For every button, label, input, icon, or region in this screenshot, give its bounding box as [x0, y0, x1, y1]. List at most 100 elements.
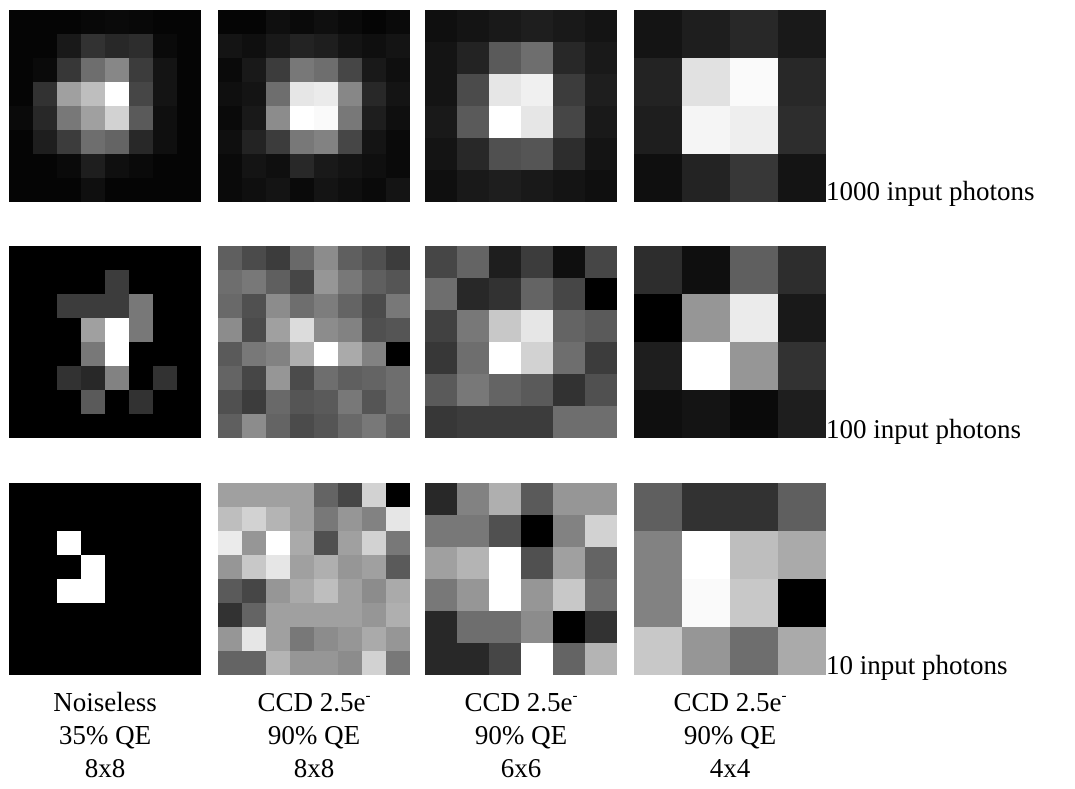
pixel-cell — [314, 154, 338, 178]
pixel-cell — [521, 547, 553, 579]
pixel-cell — [457, 246, 489, 278]
pixel-cell — [386, 651, 410, 675]
image-tile-100-ccd-6x6 — [425, 246, 617, 438]
pixel-cell — [9, 390, 33, 414]
pixel-cell — [266, 154, 290, 178]
pixel-cell — [218, 483, 242, 507]
pixel-cell — [521, 579, 553, 611]
pixel-cell — [585, 342, 617, 374]
pixel-cell — [218, 579, 242, 603]
column-label-qe: 90% QE — [474, 720, 568, 750]
pixel-cell — [33, 414, 57, 438]
pixel-cell — [457, 278, 489, 310]
pixel-cell — [425, 106, 457, 138]
pixel-cell — [33, 483, 57, 507]
pixel-cell — [33, 178, 57, 202]
pixel-cell — [425, 42, 457, 74]
pixel-cell — [457, 547, 489, 579]
pixel-cell — [57, 342, 81, 366]
pixel-cell — [682, 106, 730, 154]
pixel-cell — [105, 82, 129, 106]
pixel-cell — [457, 342, 489, 374]
pixel-cell — [553, 278, 585, 310]
pixel-cell — [57, 82, 81, 106]
pixel-cell — [290, 106, 314, 130]
pixel-cell — [585, 74, 617, 106]
pixel-cell — [290, 178, 314, 202]
pixel-cell — [57, 10, 81, 34]
pixel-cell — [57, 651, 81, 675]
pixel-cell — [425, 579, 457, 611]
pixel-cell — [362, 366, 386, 390]
pixel-cell — [553, 106, 585, 138]
pixel-cell — [457, 611, 489, 643]
pixel-cell — [585, 10, 617, 42]
pixel-cell — [129, 627, 153, 651]
column-label-grid: 8x8 — [84, 753, 126, 783]
pixel-cell — [425, 342, 457, 374]
pixel-cell — [585, 611, 617, 643]
pixel-cell — [778, 531, 826, 579]
pixel-cell — [553, 643, 585, 675]
pixel-cell — [425, 406, 457, 438]
pixel-cell — [553, 547, 585, 579]
pixel-cell — [266, 130, 290, 154]
pixel-cell — [242, 342, 266, 366]
pixel-cell — [242, 390, 266, 414]
pixel-cell — [9, 531, 33, 555]
pixel-cell — [153, 10, 177, 34]
pixel-cell — [362, 555, 386, 579]
column-label-ccd-6x6: CCD 2.5e- 90% QE 6x6 — [411, 686, 631, 785]
pixel-cell — [457, 374, 489, 406]
pixel-cell — [9, 579, 33, 603]
pixel-cell — [730, 10, 778, 58]
pixel-cell — [57, 366, 81, 390]
pixel-cell — [457, 310, 489, 342]
pixel-cell — [129, 246, 153, 270]
pixel-cell — [290, 651, 314, 675]
pixel-cell — [81, 366, 105, 390]
image-tile-10-ccd-4x4 — [634, 483, 826, 675]
pixel-cell — [634, 390, 682, 438]
pixel-cell — [553, 611, 585, 643]
pixel-cell — [521, 106, 553, 138]
pixel-cell — [386, 555, 410, 579]
pixel-cell — [338, 294, 362, 318]
pixel-cell — [242, 246, 266, 270]
pixel-cell — [105, 366, 129, 390]
pixel-cell — [57, 390, 81, 414]
pixel-cell — [57, 483, 81, 507]
pixel-cell — [386, 106, 410, 130]
image-tile-1000-ccd-8x8 — [218, 10, 410, 202]
column-label-detector: CCD 2.5e- — [257, 687, 371, 717]
pixel-cell — [362, 82, 386, 106]
pixel-cell — [266, 366, 290, 390]
pixel-cell — [153, 154, 177, 178]
pixel-cell — [129, 130, 153, 154]
column-label-qe: 90% QE — [267, 720, 361, 750]
pixel-cell — [153, 603, 177, 627]
pixel-cell — [105, 246, 129, 270]
pixel-cell — [386, 390, 410, 414]
pixel-cell — [730, 531, 778, 579]
pixel-cell — [177, 531, 201, 555]
pixel-cell — [105, 178, 129, 202]
pixel-cell — [129, 603, 153, 627]
pixel-cell — [81, 10, 105, 34]
pixel-cell — [314, 178, 338, 202]
pixel-cell — [177, 294, 201, 318]
pixel-cell — [218, 342, 242, 366]
pixel-cell — [386, 246, 410, 270]
pixel-cell — [81, 106, 105, 130]
pixel-cell — [81, 246, 105, 270]
pixel-cell — [290, 342, 314, 366]
pixel-cell — [778, 390, 826, 438]
pixel-cell — [9, 483, 33, 507]
pixel-cell — [81, 390, 105, 414]
pixel-cell — [57, 154, 81, 178]
pixel-cell — [57, 34, 81, 58]
pixel-cell — [290, 58, 314, 82]
pixel-cell — [362, 651, 386, 675]
pixel-cell — [218, 414, 242, 438]
pixel-cell — [105, 154, 129, 178]
